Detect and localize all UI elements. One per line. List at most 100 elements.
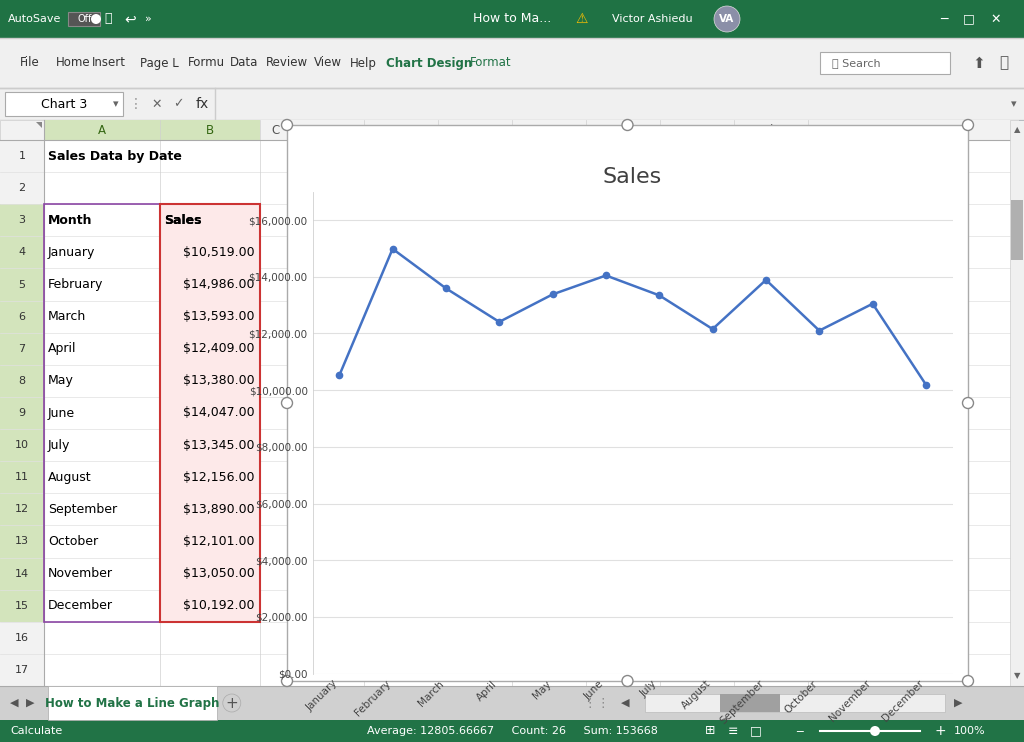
Bar [0,429,44,462]
Bar [0,397,44,429]
Bar [160,204,260,622]
Bar [0,38,1024,88]
Text: February: February [48,278,103,291]
Bar [0,365,44,397]
Text: ▾: ▾ [114,99,119,109]
Text: 7: 7 [18,344,26,354]
Text: 1: 1 [18,151,26,161]
Bar [0,397,44,429]
Text: +: + [225,695,239,711]
Text: August: August [48,470,91,484]
Text: 16: 16 [15,633,29,643]
Text: Chart Design: Chart Design [386,56,472,70]
Bar [0,332,44,365]
Text: March: March [48,310,86,324]
Bar [0,654,44,686]
Text: January: January [48,246,95,259]
Text: A: A [98,123,106,137]
Text: December: December [48,600,113,612]
Text: File: File [20,56,40,70]
Text: G: G [545,123,554,137]
Circle shape [282,398,293,409]
Text: Average: 12805.66667     Count: 26     Sum: 153668: Average: 12805.66667 Count: 26 Sum: 1536… [367,726,657,736]
Bar [68,12,100,26]
Text: Format: Format [470,56,512,70]
Text: View: View [314,56,342,70]
Text: May: May [48,375,74,387]
Text: $12,409.00: $12,409.00 [183,342,255,355]
Text: »: » [144,14,152,24]
Text: ⋮: ⋮ [129,97,143,111]
Text: ◀: ◀ [10,698,18,708]
Bar [0,269,44,301]
Text: □: □ [964,13,975,25]
Bar [0,493,44,525]
Bar [44,120,160,140]
Text: fx: fx [196,97,209,111]
Text: ▾: ▾ [1011,99,1017,109]
Bar [0,557,44,590]
Text: Formu: Formu [188,56,225,70]
Text: ▶: ▶ [26,698,34,708]
Bar [5,92,123,116]
Text: ─: ─ [797,726,804,736]
Circle shape [963,675,974,686]
Text: I: I [695,123,698,137]
Bar [160,120,260,140]
Bar [0,332,44,365]
Text: ▲: ▲ [1014,125,1020,134]
Text: B: B [206,123,214,137]
Text: H: H [618,123,628,137]
Text: Off: Off [78,14,92,24]
Text: $12,101.00: $12,101.00 [183,535,255,548]
Circle shape [870,726,880,736]
Text: ▶: ▶ [953,698,963,708]
Text: $13,050.00: $13,050.00 [183,567,255,580]
Bar [0,120,44,140]
Text: How to Make a Line Graph: How to Make a Line Graph [45,697,219,709]
Bar [0,493,44,525]
Bar [0,525,44,557]
Text: ✕: ✕ [152,97,162,111]
Text: 10: 10 [15,440,29,450]
Text: Chart 3: Chart 3 [41,97,87,111]
Text: Victor Ashiedu: Victor Ashiedu [612,14,692,24]
Bar [0,525,44,557]
Bar [0,622,44,654]
Text: F: F [472,123,478,137]
Text: 12: 12 [15,505,29,514]
Bar [1011,200,1023,260]
Bar [160,204,260,237]
Bar [287,125,968,681]
Text: 11: 11 [15,472,29,482]
Text: ▼: ▼ [1014,672,1020,680]
Circle shape [963,398,974,409]
Text: ⋮: ⋮ [597,697,609,709]
Circle shape [282,119,293,131]
Text: $14,986.00: $14,986.00 [183,278,255,291]
Text: ⋮: ⋮ [584,697,596,709]
Text: 14: 14 [15,568,29,579]
Text: Home: Home [56,56,91,70]
Circle shape [622,675,633,686]
Bar [0,120,1024,140]
Text: □: □ [751,724,762,738]
Bar [0,0,1024,38]
Bar [0,88,1024,120]
Text: July: July [48,439,71,452]
Circle shape [622,119,633,131]
Bar [0,269,44,301]
Bar [0,557,44,590]
Text: ◀: ◀ [621,698,630,708]
Text: VA: VA [720,14,734,24]
Text: K: K [841,123,849,137]
Circle shape [282,675,293,686]
Text: +: + [934,724,946,738]
Bar [0,365,44,397]
Text: ⚠: ⚠ [575,12,588,26]
Text: ✓: ✓ [173,97,183,111]
Bar [48,686,217,720]
Text: Calculate: Calculate [10,726,62,736]
Text: ─: ─ [940,13,948,25]
Bar [720,694,780,712]
